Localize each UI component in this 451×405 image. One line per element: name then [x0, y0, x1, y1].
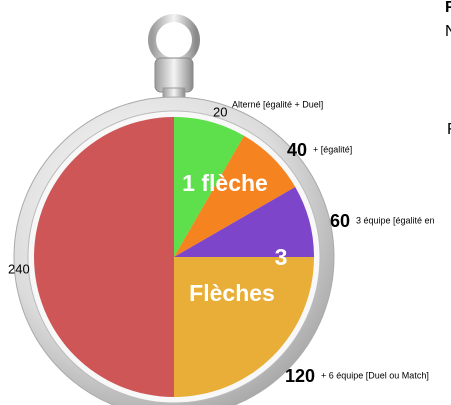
sector-label: Flèches	[189, 280, 275, 306]
cut-text: F	[447, 121, 451, 138]
tick-label: 240	[8, 261, 30, 276]
tick-note: + 6 équipe [Duel ou Match]	[321, 370, 429, 380]
tick-label: 120	[285, 366, 315, 386]
stopwatch-screen: 20 Alterné [égalité + Duel] 40 + [égalité] 6…	[0, 0, 451, 405]
sector-label: 1 flèche	[182, 170, 268, 196]
tick-label: 60	[330, 211, 350, 231]
tick-label: 20	[213, 104, 227, 119]
tick-note: 3 équipe [égalité en	[356, 215, 435, 225]
tick-label: 40	[287, 140, 307, 160]
cut-text: F	[445, 0, 451, 16]
page: {"dial": {"ticks": [ {"value": 20, "note…	[0, 0, 451, 405]
crown-ring	[152, 18, 196, 62]
sector-label: 3	[275, 244, 288, 270]
crown	[155, 58, 193, 92]
dial	[34, 117, 314, 397]
cut-text: N	[445, 23, 451, 40]
tick-note: Alterné [égalité + Duel]	[232, 99, 323, 109]
tick-note: + [égalité]	[313, 144, 352, 154]
